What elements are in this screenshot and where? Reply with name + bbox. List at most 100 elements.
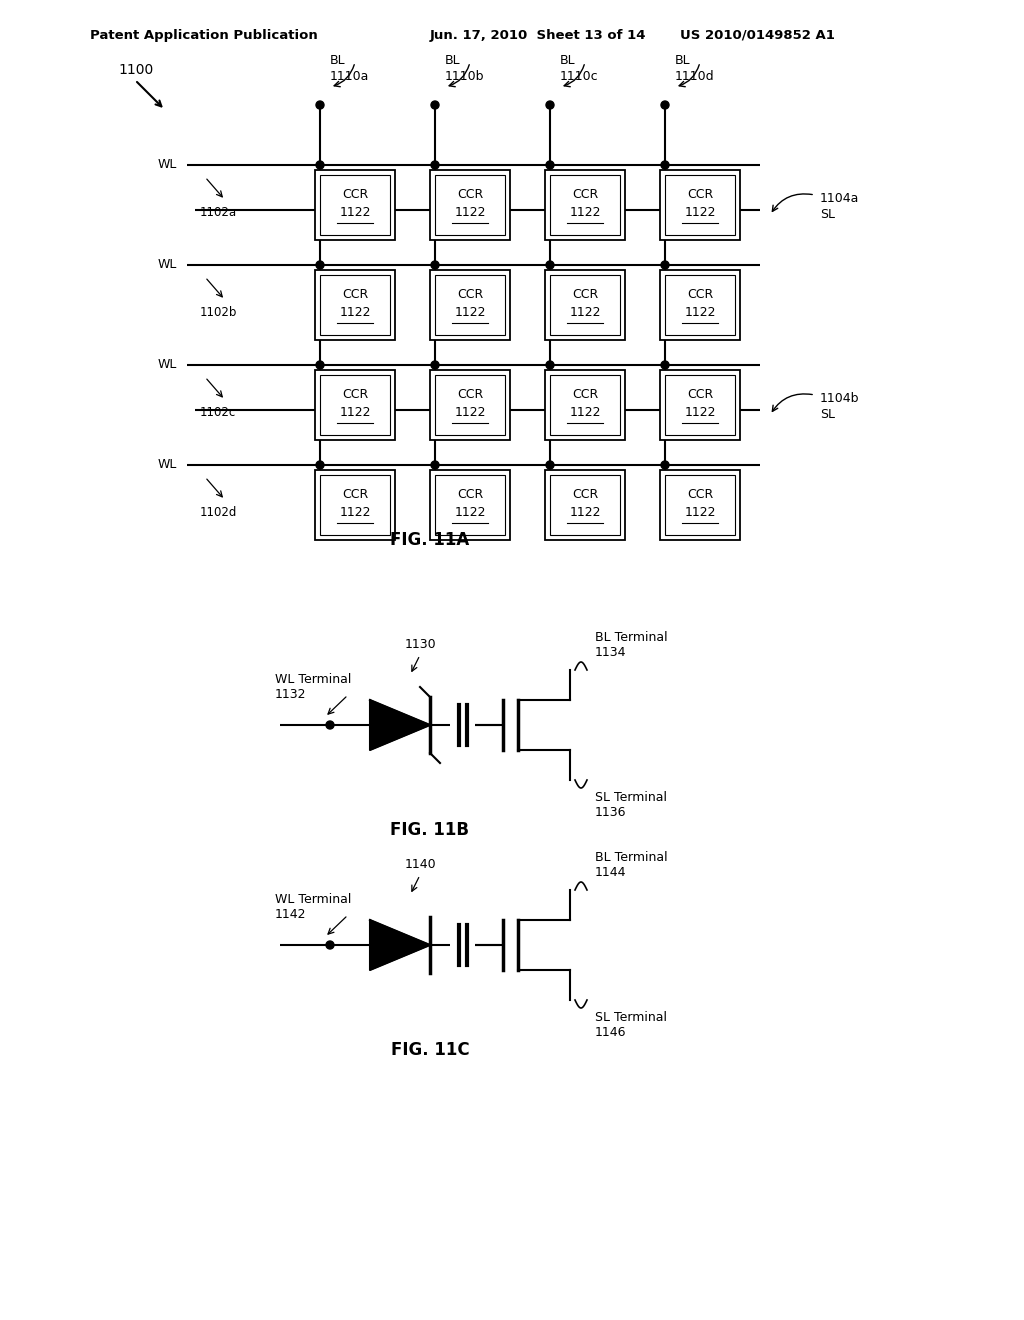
Bar <box>665 475 735 535</box>
Text: 1110d: 1110d <box>675 70 715 83</box>
Circle shape <box>662 261 669 269</box>
Text: CCR: CCR <box>342 488 368 502</box>
Text: 1140: 1140 <box>404 858 436 871</box>
Text: 1122: 1122 <box>684 206 716 219</box>
Text: 1122: 1122 <box>455 507 485 520</box>
Bar <box>319 275 390 335</box>
Text: BL Terminal
1144: BL Terminal 1144 <box>595 851 668 879</box>
Circle shape <box>431 461 439 469</box>
Text: 1122: 1122 <box>684 407 716 420</box>
Circle shape <box>662 461 669 469</box>
Circle shape <box>546 461 554 469</box>
Text: 1104a: 1104a <box>820 191 859 205</box>
Bar <box>319 176 390 235</box>
Text: Patent Application Publication: Patent Application Publication <box>90 29 317 41</box>
Text: 1122: 1122 <box>684 306 716 319</box>
Bar <box>319 475 390 535</box>
Bar <box>550 375 620 436</box>
Circle shape <box>662 360 669 370</box>
Text: 1122: 1122 <box>339 407 371 420</box>
Circle shape <box>316 461 324 469</box>
Circle shape <box>431 360 439 370</box>
Bar <box>660 470 740 540</box>
Text: WL: WL <box>158 458 177 471</box>
Text: CCR: CCR <box>457 189 483 202</box>
Bar <box>550 275 620 335</box>
Text: BL Terminal
1134: BL Terminal 1134 <box>595 631 668 659</box>
Text: 1102c: 1102c <box>200 407 237 420</box>
Bar <box>660 271 740 341</box>
Circle shape <box>546 261 554 269</box>
Text: SL Terminal
1136: SL Terminal 1136 <box>595 791 667 818</box>
Text: 1102d: 1102d <box>200 507 238 520</box>
Bar <box>430 470 510 540</box>
Polygon shape <box>370 700 430 750</box>
Bar <box>665 176 735 235</box>
Circle shape <box>546 360 554 370</box>
Bar <box>315 170 395 240</box>
Text: 1122: 1122 <box>455 206 485 219</box>
Circle shape <box>662 161 669 169</box>
Text: CCR: CCR <box>342 388 368 401</box>
Text: WL Terminal
1132: WL Terminal 1132 <box>275 673 351 701</box>
Circle shape <box>431 102 439 110</box>
Bar <box>665 275 735 335</box>
Text: CCR: CCR <box>457 488 483 502</box>
Text: Jun. 17, 2010  Sheet 13 of 14: Jun. 17, 2010 Sheet 13 of 14 <box>430 29 646 41</box>
Text: CCR: CCR <box>342 189 368 202</box>
Text: WL: WL <box>158 259 177 272</box>
Text: 1122: 1122 <box>455 407 485 420</box>
Text: 1122: 1122 <box>339 306 371 319</box>
Bar <box>545 170 625 240</box>
Text: CCR: CCR <box>571 289 598 301</box>
Text: CCR: CCR <box>457 388 483 401</box>
Circle shape <box>546 102 554 110</box>
Text: WL Terminal
1142: WL Terminal 1142 <box>275 894 351 921</box>
Text: US 2010/0149852 A1: US 2010/0149852 A1 <box>680 29 835 41</box>
Text: WL: WL <box>158 158 177 172</box>
Circle shape <box>316 360 324 370</box>
Bar <box>315 370 395 440</box>
Text: 1110a: 1110a <box>330 70 370 83</box>
Text: 1122: 1122 <box>569 206 601 219</box>
Text: CCR: CCR <box>687 488 713 502</box>
Bar <box>665 375 735 436</box>
Text: FIG. 11B: FIG. 11B <box>390 821 469 840</box>
Text: CCR: CCR <box>687 388 713 401</box>
Bar <box>545 271 625 341</box>
Text: 1110b: 1110b <box>445 70 484 83</box>
Text: 1130: 1130 <box>404 639 436 652</box>
Text: FIG. 11C: FIG. 11C <box>391 1041 469 1059</box>
Text: CCR: CCR <box>571 488 598 502</box>
Polygon shape <box>370 920 430 970</box>
Text: CCR: CCR <box>457 289 483 301</box>
Circle shape <box>546 161 554 169</box>
Bar <box>550 176 620 235</box>
Circle shape <box>662 102 669 110</box>
Text: 1102a: 1102a <box>200 206 238 219</box>
Text: WL: WL <box>158 359 177 371</box>
Text: 1122: 1122 <box>569 407 601 420</box>
Bar <box>550 475 620 535</box>
Circle shape <box>316 161 324 169</box>
Text: 1100: 1100 <box>118 63 154 77</box>
Bar <box>435 275 505 335</box>
Bar <box>435 176 505 235</box>
Circle shape <box>316 261 324 269</box>
Text: SL: SL <box>820 209 835 222</box>
Circle shape <box>431 161 439 169</box>
Text: SL: SL <box>820 408 835 421</box>
Text: FIG. 11A: FIG. 11A <box>390 531 470 549</box>
Text: 1122: 1122 <box>455 306 485 319</box>
Text: BL: BL <box>330 54 346 66</box>
Text: BL: BL <box>445 54 461 66</box>
Bar <box>545 370 625 440</box>
Text: 1122: 1122 <box>684 507 716 520</box>
Text: 1122: 1122 <box>339 206 371 219</box>
Text: CCR: CCR <box>342 289 368 301</box>
Bar <box>660 370 740 440</box>
Text: SL Terminal
1146: SL Terminal 1146 <box>595 1011 667 1039</box>
Circle shape <box>316 102 324 110</box>
Bar <box>319 375 390 436</box>
Text: 1122: 1122 <box>569 507 601 520</box>
